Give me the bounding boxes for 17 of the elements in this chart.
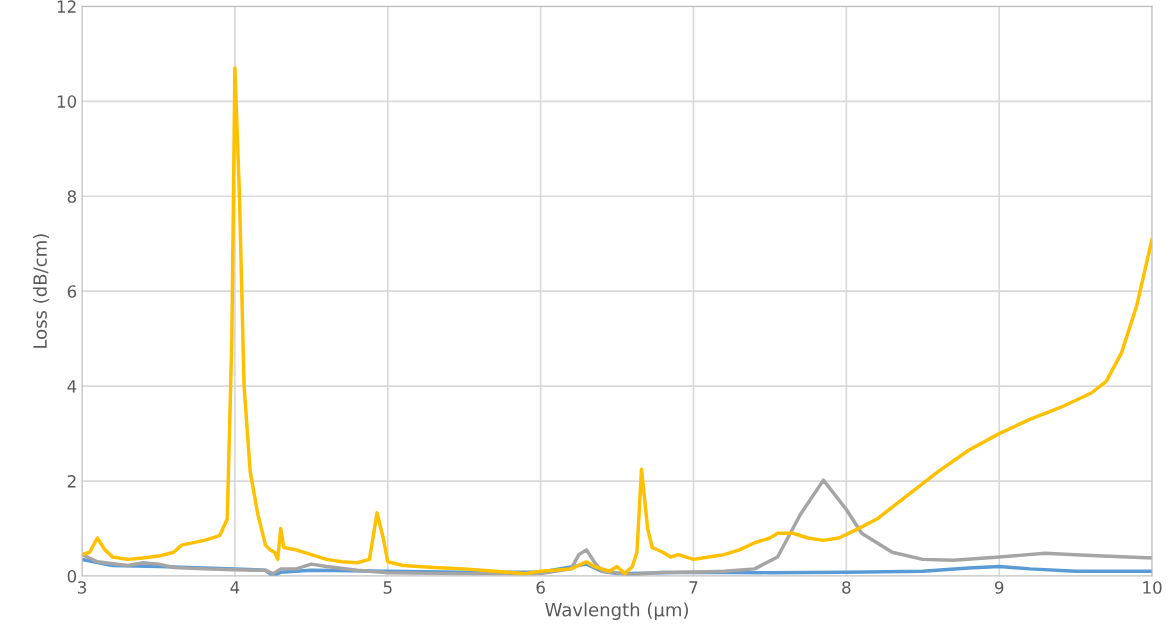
- y-axis-title: Loss (dB/cm): [32, 234, 50, 348]
- x-tick-label: 6: [536, 581, 545, 594]
- x-tick-label: 8: [842, 581, 851, 594]
- x-tick-label: 4: [230, 581, 240, 594]
- y-tick-label: 12: [57, 0, 76, 13]
- x-tick-label: 7: [689, 581, 698, 594]
- y-tick-label: 6: [67, 285, 77, 298]
- y-tick-label: 4: [67, 380, 77, 393]
- x-tick-label: 3: [78, 581, 87, 594]
- y-tick-label: 8: [67, 190, 77, 203]
- y-tick-label: 0: [67, 569, 77, 583]
- x-tick-label: 10: [1143, 581, 1162, 594]
- x-tick-label: 5: [383, 581, 392, 594]
- x-tick-label: 9: [994, 581, 1004, 594]
- y-tick-label: 10: [57, 95, 77, 108]
- x-axis-title: Wavlength (µm): [545, 602, 688, 621]
- y-tick-label: 2: [67, 475, 76, 488]
